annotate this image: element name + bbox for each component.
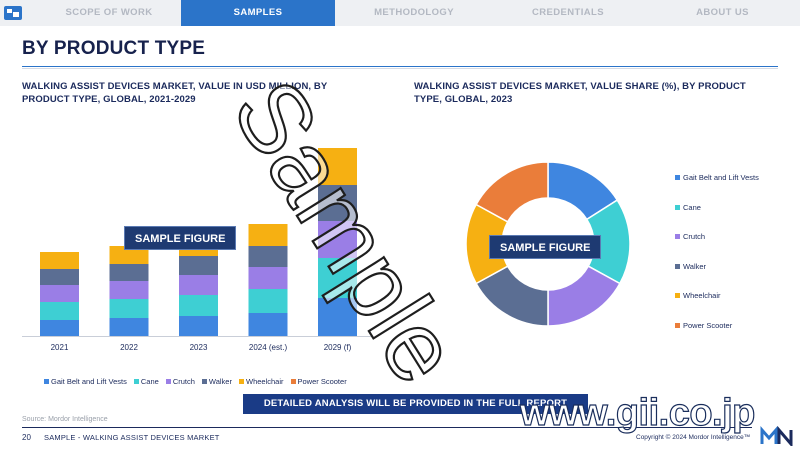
donut-slice-power-scooter xyxy=(475,161,549,223)
legend-swatch xyxy=(675,234,680,239)
legend-item-power-scooter: Power Scooter xyxy=(290,375,347,387)
legend-swatch xyxy=(238,378,244,384)
bar-segment-crutch-2021 xyxy=(40,285,79,302)
bar-segment-walker-2023 xyxy=(179,256,218,275)
bar-segment-cane-2029-f xyxy=(318,258,357,298)
legend-label: Wheelchair xyxy=(683,291,721,300)
bar-segment-wheelchair-2021 xyxy=(40,252,79,269)
x-tick-label: 2023 xyxy=(190,343,208,352)
x-tick-label: 2022 xyxy=(120,343,138,352)
tab-methodology[interactable]: METHODOLOGY xyxy=(374,7,454,18)
tab-about-us[interactable]: ABOUT US xyxy=(696,7,749,18)
bar-segment-cane-2023 xyxy=(179,295,218,316)
tab-samples[interactable]: SAMPLES xyxy=(181,0,335,26)
legend-label: Crutch xyxy=(683,232,706,241)
copyright-note: Copyright © 2024 Mordor Intelligence™ xyxy=(636,434,751,441)
bar-segment-gait-belt-and-lift-vests-2021 xyxy=(40,320,79,336)
bar-segment-gait-belt-and-lift-vests-2029-f xyxy=(318,298,357,336)
bar-segment-gait-belt-and-lift-vests-2022 xyxy=(109,318,149,336)
legend-label: Crutch xyxy=(172,376,195,386)
sample-figure-badge-left: SAMPLE FIGURE xyxy=(124,226,237,250)
legend-swatch xyxy=(133,378,139,384)
legend-swatch xyxy=(290,378,296,384)
bar-segment-cane-2024-est xyxy=(248,289,288,313)
legend-item-crutch: Crutch xyxy=(165,375,195,387)
pie-legend-item-cane: Cane xyxy=(675,203,701,212)
bar-segment-walker-2021 xyxy=(40,269,79,285)
pie-chart-title: WALKING ASSIST DEVICES MARKET, VALUE SHA… xyxy=(414,81,746,105)
page-number: 20 xyxy=(22,433,31,442)
page-title: BY PRODUCT TYPE xyxy=(22,38,206,59)
legend-item-gait-belt-and-lift-vests: Gait Belt and Lift Vests xyxy=(44,375,127,387)
legend-swatch xyxy=(675,263,680,269)
bar-chart-title: WALKING ASSIST DEVICES MARKET, VALUE IN … xyxy=(22,81,328,105)
legend-swatch xyxy=(675,175,680,180)
legend-swatch xyxy=(675,204,680,210)
legend-label: Wheelchair xyxy=(245,376,284,386)
x-tick-label: 2029 (f) xyxy=(324,343,352,352)
x-tick-label: 2024 (est.) xyxy=(249,343,288,352)
bar-segment-walker-2029-f xyxy=(318,185,357,221)
title-divider xyxy=(22,66,778,67)
footer-report-name: SAMPLE - WALKING ASSIST DEVICES MARKET xyxy=(44,433,220,442)
legend-label: Walker xyxy=(208,376,232,386)
bar-segment-crutch-2029-f xyxy=(318,221,357,258)
source-note: Source: Mordor Intelligence xyxy=(22,416,108,423)
bar-segment-cane-2022 xyxy=(109,299,149,318)
bar-segment-walker-2024-est xyxy=(248,246,288,267)
legend-swatch xyxy=(675,322,680,328)
home-logo-icon[interactable] xyxy=(2,3,24,23)
footer-divider xyxy=(22,427,752,428)
legend-label: Gait Belt and Lift Vests xyxy=(51,376,127,386)
detailed-analysis-banner: DETAILED ANALYSIS WILL BE PROVIDED IN TH… xyxy=(243,394,588,414)
bar-segment-cane-2021 xyxy=(40,302,79,320)
bar-segment-wheelchair-2029-f xyxy=(318,148,357,185)
legend-item-wheelchair: Wheelchair xyxy=(238,375,284,387)
bar-chart-legend: Gait Belt and Lift Vests Cane Crutch Walker… xyxy=(44,375,374,387)
bar-segment-crutch-2022 xyxy=(109,281,149,299)
legend-swatch xyxy=(201,378,207,384)
bar-segment-crutch-2024-est xyxy=(248,267,288,289)
legend-label: Cane xyxy=(683,202,701,212)
donut-chart xyxy=(465,161,631,327)
title-divider-thin xyxy=(22,68,778,69)
bar-segment-wheelchair-2022 xyxy=(109,246,149,264)
pie-legend-item-wheelchair: Wheelchair xyxy=(675,291,721,300)
legend-label: Power Scooter xyxy=(297,376,347,386)
pie-legend-item-power-scooter: Power Scooter xyxy=(675,321,732,330)
x-tick-label: 2021 xyxy=(51,343,69,352)
top-nav-bar: SCOPE OF WORK SAMPLES METHODOLOGY CREDEN… xyxy=(0,0,800,26)
bar-segment-wheelchair-2024-est xyxy=(248,224,288,246)
legend-swatch xyxy=(165,378,171,384)
bar-segment-gait-belt-and-lift-vests-2023 xyxy=(179,316,218,336)
pie-legend-item-walker: Walker xyxy=(675,262,706,271)
legend-label: Walker xyxy=(683,261,707,271)
sample-figure-badge-right: SAMPLE FIGURE xyxy=(489,235,602,259)
legend-label: Power Scooter xyxy=(683,320,733,330)
legend-label: Cane xyxy=(140,376,159,386)
mordor-intelligence-logo-icon xyxy=(760,426,793,446)
gii-watermark-text: www.gii.co.jp xyxy=(519,391,756,434)
bar-segment-gait-belt-and-lift-vests-2024-est xyxy=(248,313,288,336)
stacked-bar-chart: 2021 2022 2023 2024 (est.) 2029 (f) xyxy=(22,148,372,352)
bar-segment-crutch-2023 xyxy=(179,275,218,295)
bar-segment-walker-2022 xyxy=(109,264,149,281)
legend-item-cane: Cane xyxy=(133,375,159,387)
legend-swatch xyxy=(44,378,49,384)
pie-legend-item-gait-belt-and-lift-vests: Gait Belt and Lift Vests xyxy=(675,173,759,182)
tab-scope-of-work[interactable]: SCOPE OF WORK xyxy=(65,7,153,18)
legend-swatch xyxy=(675,293,680,298)
pie-legend-item-crutch: Crutch xyxy=(675,232,705,241)
legend-item-walker: Walker xyxy=(201,375,232,387)
legend-label: Gait Belt and Lift Vests xyxy=(683,173,759,182)
tab-credentials[interactable]: CREDENTIALS xyxy=(532,7,604,18)
